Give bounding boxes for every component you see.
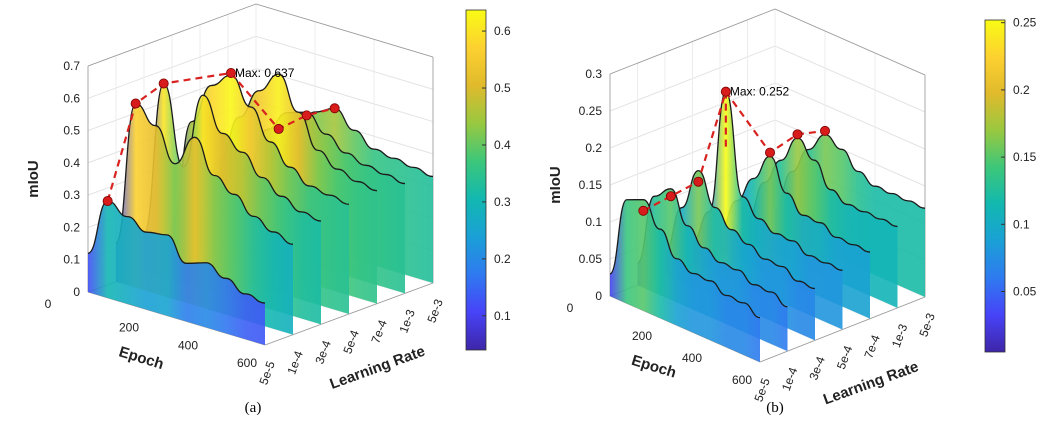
axis-edge [87,3,257,67]
epoch-tick-label: 200 [632,329,652,343]
ridge-outline-5e-5 [87,200,266,304]
lr-tick-label: 1e-4 [284,349,305,377]
z-tick-label: 0.5 [63,124,80,138]
lr-tick-label: 7e-4 [861,333,882,361]
ridge-5e-5 [610,199,760,362]
epoch-tick-label: 0 [567,301,574,315]
colorbar-tick-label: 0.6 [494,24,511,38]
z-tick-label: 0.1 [585,215,602,229]
z-tick-label: 0 [595,289,602,303]
panel-caption: (b) [766,400,784,416]
colorbar-tick-label: 0.5 [494,81,511,95]
trend-point-1e-3 [301,110,312,121]
colorbar-tick-label: 0.15 [1013,150,1037,164]
lr-tick-label: 7e-4 [368,318,389,346]
trend-point-5e-4 [720,86,731,97]
ridges [609,91,926,362]
lr-tick-label: 3e-4 [806,354,827,382]
ridges [87,73,434,345]
axis-edge [609,8,776,75]
z-axis-label: mIoU [25,160,42,198]
max-trend: Max: 0.637 [102,66,340,207]
z-tick-label: 0 [73,285,80,299]
z-tick-label: 0.2 [585,141,602,155]
max-annotation: Max: 0.637 [235,66,295,80]
z-axis: 0 0.05 0.1 0.15 0.2 0.25 0.3 mIoU [547,67,602,303]
z-tick-label: 0.3 [63,188,80,202]
ridge-5e-5 [88,201,265,345]
trend-point-7e-4 [765,147,776,158]
z-axis: 0 0.1 0.2 0.3 0.4 0.5 0.6 0.7 mIoU [25,59,80,299]
colorbar: 0.05 0.1 0.15 0.2 0.25 [984,16,1037,353]
colorbar-tick-label: 0.1 [494,309,511,323]
trend-point-3e-4 [693,176,704,187]
colorbar-tick-label: 0.2 [1013,83,1030,97]
trend-point-3e-4 [158,78,169,89]
gridline-z [87,3,434,67]
max-annotation: Max: 0.252 [730,85,790,99]
z-tick-label: 0.05 [579,252,603,266]
z-tick-label: 0.4 [63,156,80,170]
axis-edge [774,8,926,76]
z-tick-label: 0.6 [63,91,80,105]
trend-point-5e-5 [102,196,113,207]
trend-point-5e-3 [329,103,340,114]
ridge-outline-5e-4 [692,91,843,271]
ridge-outline-5e-5 [609,199,761,319]
z-tick-label: 0.3 [585,67,602,81]
panel-caption: (a) [245,400,262,416]
epoch-tick-label: 200 [119,321,139,335]
z-tick-label: 0.1 [63,253,80,267]
trend-point-7e-4 [273,123,284,134]
trend-point-5e-4 [225,68,236,79]
z-tick-label: 0.25 [579,104,603,118]
colorbar-tick-label: 0.1 [1013,217,1030,231]
gridline-z [609,8,926,76]
lr-tick-label: 5e-3 [424,297,445,325]
epoch-tick-label: 600 [732,373,752,387]
colorbar-bar [465,9,487,351]
lr-tick-label: 1e-3 [396,307,417,335]
lr-tick-label: 3e-4 [312,338,333,366]
trend-point-5e-3 [820,125,831,136]
colorbar: 0.1 0.2 0.3 0.4 0.5 0.6 [465,9,511,351]
lr-tick-label: 1e-3 [889,322,910,350]
colorbar-tick-label: 0.05 [1013,285,1037,299]
colorbar-tick-label: 0.4 [494,138,511,152]
lr-tick-label: 5e-4 [340,328,361,356]
epoch-tick-label: 400 [682,351,702,365]
epoch-axis-label: Epoch [117,343,166,373]
colorbar-bar [984,19,1006,353]
z-tick-label: 0.2 [63,220,80,234]
colorbar-tick-label: 0.25 [1013,16,1037,30]
colorbar-tick-label: 0.3 [494,195,511,209]
lr-tick-label: 5e-5 [256,359,277,387]
lr-tick-label: 1e-4 [779,365,800,393]
trend-point-5e-5 [638,205,649,216]
z-tick-label: 0.15 [579,178,603,192]
trend-point-1e-4 [665,191,676,202]
colorbar-tick-label: 0.2 [494,252,511,266]
trend-point-1e-4 [130,98,141,109]
ridge-outline-1e-4 [636,188,788,308]
ridge-outline-3e-4 [664,169,816,290]
panel-a: Max: 0.637 0 0.1 0.2 0.3 0.4 0.5 0.6 0.7 mIoU 0 200… [25,3,511,416]
axis-edge [255,3,434,58]
epoch-axis-label: Epoch [629,352,678,382]
z-tick-label: 0.7 [63,59,80,73]
trend-point-1e-3 [792,129,803,140]
max-trend: Max: 0.252 [638,85,831,216]
epoch-tick-label: 600 [237,356,257,370]
panel-b: Max: 0.252 0 0.05 0.1 0.15 0.2 0.25 0.3 mIoU 0 200… [547,8,1037,416]
ridge-outline-7e-4 [719,155,871,253]
z-axis-label: mIoU [547,166,564,204]
lr-tick-label: 5e-3 [916,311,937,339]
epoch-tick-label: 400 [178,338,198,352]
epoch-tick-label: 0 [45,297,52,311]
lr-tick-label: 5e-4 [834,343,855,371]
